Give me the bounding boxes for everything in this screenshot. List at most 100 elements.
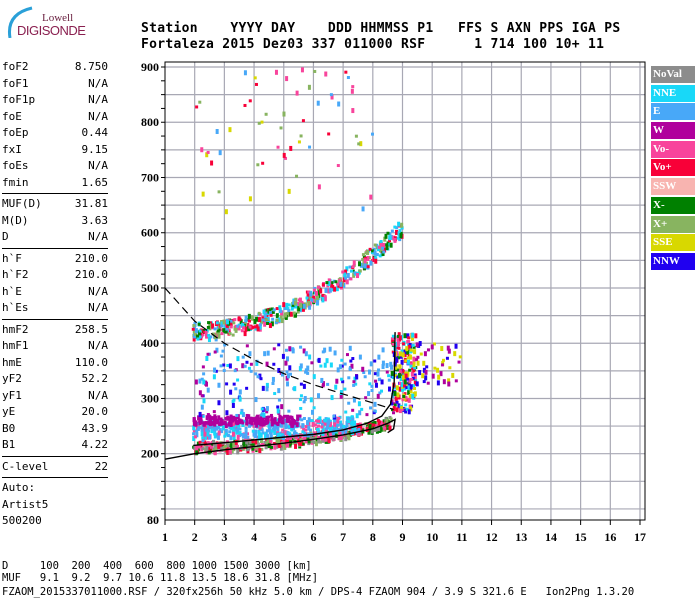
echo-point: [349, 359, 353, 363]
echo-point: [325, 427, 329, 431]
echo-point: [294, 423, 298, 429]
echo-point: [298, 297, 302, 303]
echo-point: [411, 384, 415, 388]
echo-point: [408, 394, 412, 400]
echo-point: [357, 430, 361, 436]
echo-point: [211, 421, 215, 425]
echo-point: [232, 421, 236, 427]
echo-point: [210, 445, 214, 449]
echo-point: [212, 418, 216, 424]
echo-point: [265, 442, 269, 446]
echo-point: [401, 388, 405, 392]
param-value: N/A: [88, 159, 108, 172]
echo-point: [334, 430, 338, 434]
echo-point: [398, 364, 402, 370]
echo-point: [366, 255, 370, 261]
param-row: fxI 9.15: [2, 142, 108, 159]
echo-point: [294, 431, 298, 435]
echo-point: [326, 424, 330, 430]
legend-item: NNW: [651, 252, 695, 270]
echo-point: [349, 277, 353, 281]
echo-point: [269, 311, 273, 317]
echo-point: [389, 361, 393, 367]
echo-point: [245, 386, 249, 390]
echo-point: [359, 264, 363, 268]
echo-point: [400, 359, 404, 365]
echo-point: [338, 420, 342, 426]
echo-point: [215, 347, 219, 353]
echo-point: [344, 269, 348, 275]
echo-point: [383, 236, 387, 242]
echo-point: [381, 424, 385, 428]
echo-point: [208, 426, 212, 430]
echo-point: [359, 141, 363, 147]
echo-point: [410, 371, 414, 377]
echo-point: [265, 429, 269, 433]
echo-point: [306, 365, 310, 371]
echo-point: [223, 444, 227, 448]
echo-point: [383, 247, 387, 253]
echo-point: [344, 410, 348, 414]
x-tick-label: 17: [634, 530, 646, 544]
echo-point: [260, 424, 264, 430]
echo-point: [393, 237, 397, 243]
echo-point: [215, 331, 219, 335]
echo-point: [403, 333, 407, 339]
echo-point: [403, 385, 407, 391]
param-row: yE 20.0: [2, 404, 108, 421]
echo-point: [280, 438, 284, 444]
echo-point: [245, 419, 249, 425]
echo-point: [198, 419, 202, 423]
echo-point: [270, 418, 274, 422]
echo-point: [255, 422, 259, 428]
echo-point: [262, 309, 266, 315]
echo-point: [213, 367, 217, 373]
echo-point: [304, 428, 308, 432]
echo-point: [373, 420, 377, 424]
echo-point: [286, 307, 290, 311]
echo-point: [232, 434, 236, 440]
echo-point: [212, 447, 216, 451]
echo-point: [271, 317, 275, 321]
echo-point: [207, 321, 211, 325]
echo-point: [386, 424, 390, 428]
echo-point: [216, 329, 220, 333]
echo-point: [295, 434, 299, 440]
echo-point: [382, 426, 386, 430]
echo-point: [294, 303, 298, 309]
echo-point: [387, 374, 391, 378]
echo-point: [306, 292, 310, 298]
echo-point: [351, 85, 355, 89]
echo-point: [299, 438, 303, 442]
echo-point: [400, 349, 404, 355]
echo-point: [362, 260, 366, 266]
echo-point: [197, 415, 201, 421]
echo-point: [384, 233, 388, 239]
echo-point: [276, 405, 280, 409]
echo-point: [233, 426, 237, 432]
echo-point: [260, 407, 264, 411]
legend: NoVal NNE E W Vo- Vo+ SSW X- X+ SSE NNW: [651, 66, 695, 272]
echo-point: [380, 423, 384, 427]
echo-point: [241, 322, 245, 326]
echo-point: [295, 174, 299, 178]
echo-point: [352, 380, 356, 384]
echo-point: [310, 435, 314, 439]
echo-point: [398, 351, 402, 357]
echo-point: [350, 415, 354, 419]
echo-point: [373, 250, 377, 256]
echo-point: [247, 366, 251, 370]
echo-point: [198, 329, 202, 333]
echo-point: [275, 422, 279, 426]
echo-point: [403, 379, 407, 385]
echo-point: [331, 432, 335, 436]
echo-point: [205, 434, 209, 440]
echo-point: [215, 128, 219, 134]
echo-point: [259, 319, 263, 325]
echo-point: [232, 382, 236, 386]
echo-point: [321, 433, 325, 437]
echo-point: [377, 420, 381, 426]
echo-point: [339, 390, 343, 396]
echo-point: [207, 337, 211, 343]
echo-point: [255, 316, 259, 322]
